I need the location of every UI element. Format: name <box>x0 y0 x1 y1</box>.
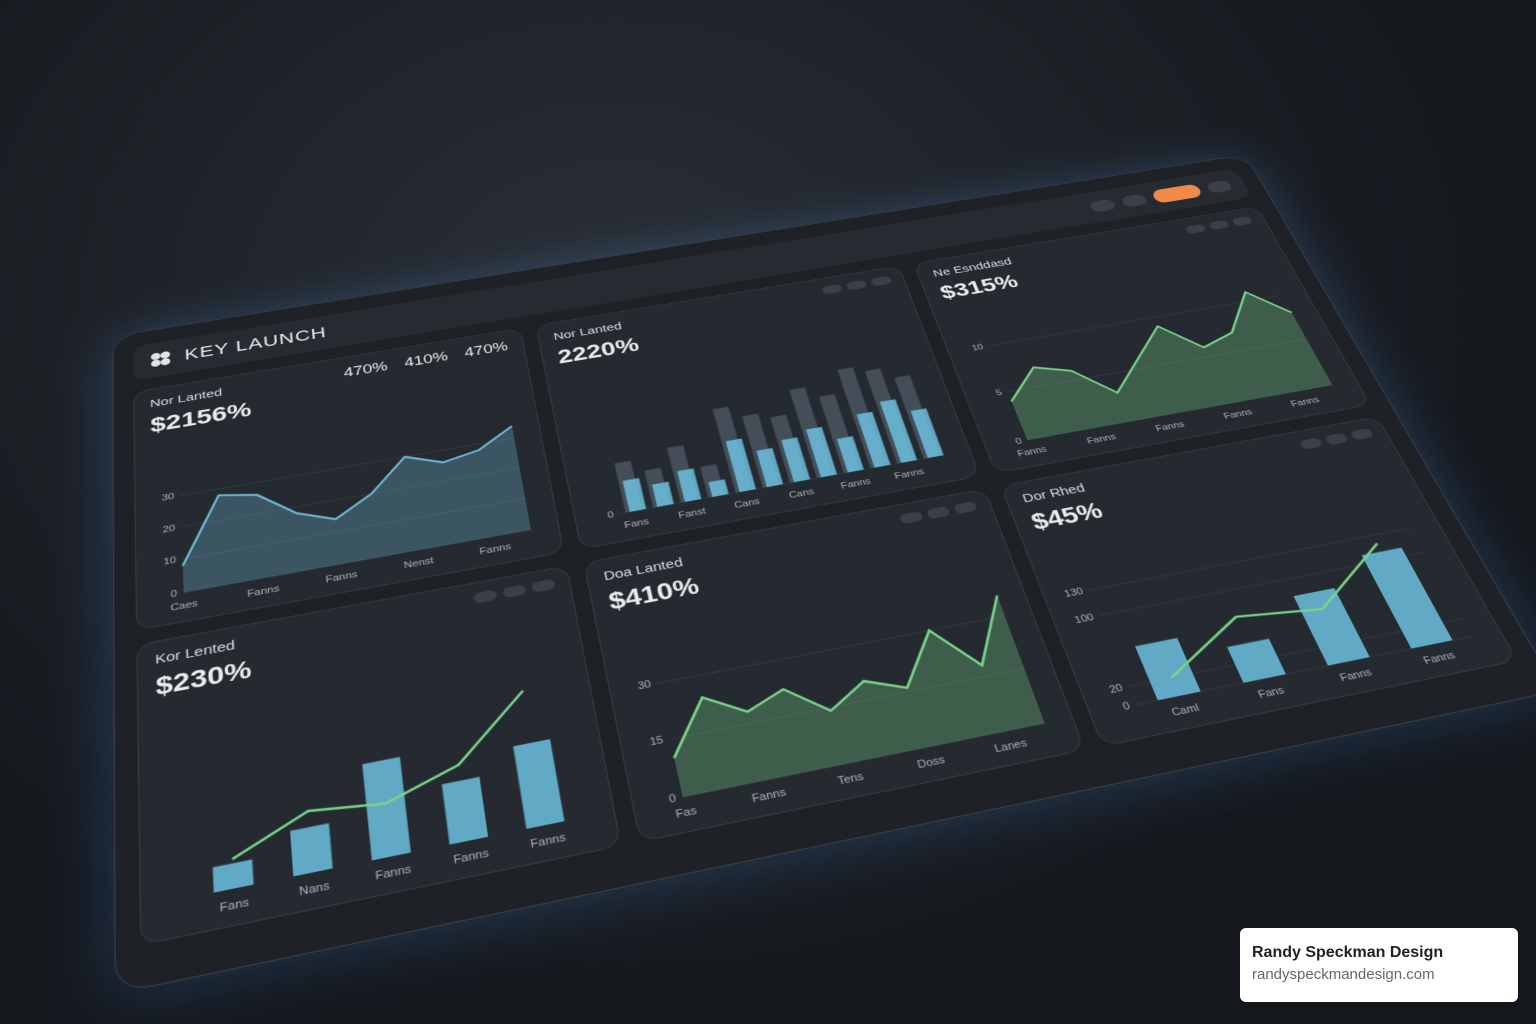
bar <box>290 823 333 877</box>
dashboard: KEY LAUNCH Nor Lanted $2156% 470% 410% 470% 0… <box>112 154 1536 995</box>
panel: Ne Esnddasd $315% 0 5 10 Fanns Fanns Fanns Fanns… <box>913 206 1372 474</box>
x-tick-label: Fas <box>674 804 698 821</box>
icon-button[interactable] <box>1088 198 1118 213</box>
x-tick-label: Tens <box>836 770 865 788</box>
chart: 0 10 20 30 Caes Fanns Fanns Nenst Fanns <box>162 400 545 614</box>
bar <box>212 859 254 893</box>
y-tick-label: 0 <box>606 510 614 521</box>
credit-url: randyspeckmandesign.com <box>1252 966 1435 983</box>
x-tick-label: Fanns <box>479 541 512 557</box>
chart: 0 5 10 Fanns Fanns Fanns Fanns Fanns <box>971 270 1353 459</box>
x-tick-label: Caml <box>1170 702 1201 719</box>
bar <box>789 387 833 479</box>
bar <box>1361 547 1453 649</box>
x-tick-label: Fanns <box>1338 667 1375 685</box>
credit-badge: Randy Speckman Design randyspeckmandesig… <box>1240 928 1518 1002</box>
x-tick-label: Doss <box>915 754 946 772</box>
x-tick-label: Fans <box>220 896 250 916</box>
bar <box>741 413 779 488</box>
x-tick-label: Fanns <box>1289 395 1322 409</box>
bar <box>769 414 806 484</box>
x-tick-label: Fanns <box>325 569 358 585</box>
y-tick-label: 130 <box>1063 586 1085 600</box>
x-tick-label: Cans <box>733 496 761 510</box>
area-line-area <box>180 426 531 593</box>
panel: Nor Lanted $2156% 470% 410% 470% 0 10 20 30 Caes F… <box>133 327 565 631</box>
y-tick-label: 0 <box>1122 700 1133 713</box>
primary-button[interactable] <box>1150 183 1204 204</box>
panel-grid: Nor Lanted $2156% 470% 410% 470% 0 10 20 30 Caes F… <box>133 206 1518 946</box>
x-tick-label: Fanns <box>375 863 412 884</box>
x-tick-label: Nans <box>299 879 331 899</box>
x-tick-label: Fanns <box>1086 432 1119 446</box>
y-tick-label: 30 <box>637 679 653 693</box>
area-line-area <box>985 286 1333 440</box>
bar <box>651 481 674 507</box>
y-tick-label: 0 <box>668 792 678 806</box>
y-tick-label: 0 <box>171 588 178 600</box>
credit-name: Randy Speckman Design <box>1252 944 1444 961</box>
y-tick-label: 20 <box>1108 682 1125 696</box>
x-tick-label: Fans <box>623 516 650 530</box>
bar <box>818 394 860 474</box>
x-tick-label: Fanns <box>1422 650 1459 667</box>
chart: 0 15 30 Fas Fanns Tens Doss Lanes <box>637 572 1065 821</box>
x-tick-label: Fanns <box>893 467 926 482</box>
chart: Fans Nans Fanns Fanns Fanns <box>212 655 567 916</box>
x-tick-label: Fanns <box>247 583 280 600</box>
y-tick-label: 100 <box>1073 611 1096 625</box>
y-tick-label: 5 <box>995 388 1004 398</box>
x-tick-label: Fans <box>1257 684 1288 701</box>
panel: Dor Rhed $45% 0 20 100 130 Caml Fans Fanns Fanns <box>1000 416 1518 747</box>
x-tick-label: Fanns <box>453 847 490 867</box>
panel: Doa Lanted $410% 0 15 30 Fas Fanns Tens Doss Lane… <box>582 488 1086 843</box>
x-tick-label: Fanst <box>677 506 707 521</box>
x-tick-label: Fanns <box>530 831 567 851</box>
bar <box>756 448 783 488</box>
x-tick-label: Fanns <box>839 476 872 491</box>
bar <box>836 436 864 473</box>
bar <box>780 437 810 483</box>
area-line-area <box>652 595 1045 798</box>
x-tick-label: Fanns <box>1154 419 1187 433</box>
logo <box>150 350 171 368</box>
x-tick-label: Nenst <box>403 555 434 571</box>
y-tick-label: 10 <box>163 555 176 568</box>
controls <box>1088 179 1234 214</box>
bar <box>1135 637 1202 701</box>
x-tick-label: Caes <box>170 598 198 614</box>
panel: Nor Lanted 2220% 0 Fans Fanst Cans Cans Fanns Fa… <box>535 265 981 550</box>
bar <box>708 479 729 498</box>
panel: Kor Lented $230% Fans Nans Fanns Fanns Fanns <box>136 565 622 946</box>
x-tick-label: Cans <box>787 487 815 501</box>
bar <box>676 468 701 502</box>
y-tick-label: 10 <box>971 342 985 352</box>
icon-button[interactable] <box>1120 193 1149 208</box>
bar <box>513 739 565 829</box>
x-tick-label: Lanes <box>992 737 1028 756</box>
bar <box>441 776 489 845</box>
x-tick-label: Fanns <box>1222 407 1255 421</box>
app-title: KEY LAUNCH <box>184 323 328 364</box>
x-tick-label: Fanns <box>750 786 787 805</box>
y-tick-label: 30 <box>162 492 175 504</box>
chart: 0 Fans Fanst Cans Cans Fanns Fanns <box>606 367 961 531</box>
chart: 0 20 100 130 Caml Fans Fanns Fanns <box>1063 495 1497 719</box>
bar <box>622 478 646 512</box>
y-tick-label: 15 <box>648 734 664 749</box>
y-tick-label: 20 <box>163 523 176 535</box>
y-tick-label: 0 <box>1014 436 1024 446</box>
bar <box>725 438 756 493</box>
icon-button[interactable] <box>1205 179 1234 194</box>
x-tick-label: Fanns <box>1016 444 1049 459</box>
stage: KEY LAUNCH Nor Lanted $2156% 470% 410% 470% 0… <box>112 154 1536 995</box>
bar <box>362 756 411 861</box>
